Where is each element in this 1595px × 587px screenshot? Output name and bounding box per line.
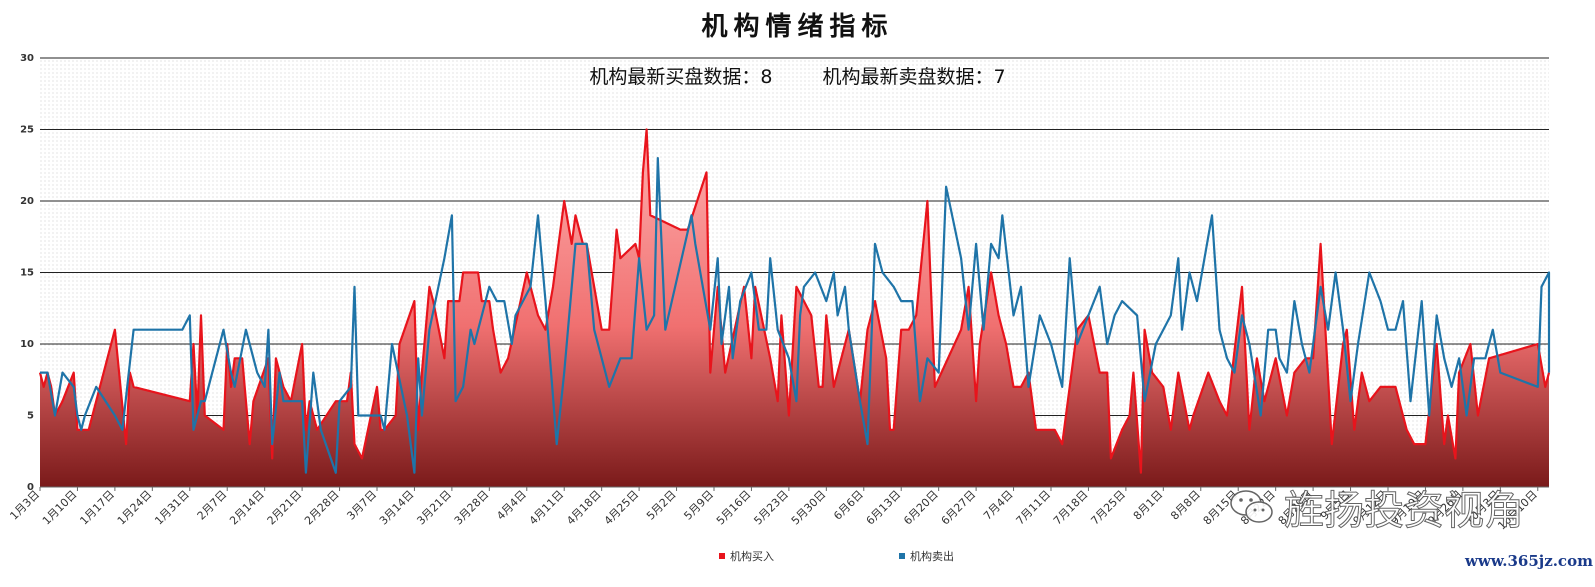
chart-title: 机构情绪指标	[701, 12, 894, 42]
y-axis-labels: 0 5 10 15 20 25 30	[20, 53, 34, 493]
x-tick-label: 6月20日	[901, 488, 941, 528]
x-tick-label: 1月3日	[7, 488, 42, 523]
x-tick-label: 5月23日	[751, 488, 791, 528]
watermark: 旌扬投资视角	[1228, 478, 1525, 536]
x-tick-label: 2月21日	[265, 488, 305, 528]
y-tick-label: 20	[20, 196, 34, 207]
x-tick-label: 8月8日	[1168, 488, 1203, 523]
legend-swatch-sell	[898, 552, 906, 560]
x-tick-label: 1月31日	[152, 488, 192, 528]
subtitle: 机构最新买盘数据：8 机构最新卖盘数据：7	[0, 62, 1595, 89]
x-tick-label: 1月17日	[77, 488, 117, 528]
x-tick-label: 8月1日	[1131, 488, 1166, 523]
y-tick-label: 15	[20, 268, 34, 279]
x-tick-label: 7月25日	[1088, 488, 1128, 528]
x-tick-label: 5月9日	[681, 488, 716, 523]
latest-sell-text: 机构最新卖盘数据：7	[822, 66, 1006, 88]
x-tick-label: 2月14日	[227, 488, 267, 528]
x-tick-label: 6月13日	[864, 488, 904, 528]
latest-buy-text: 机构最新买盘数据：8	[589, 66, 773, 88]
y-tick-label: 5	[27, 411, 34, 422]
x-tick-label: 3月21日	[414, 488, 454, 528]
x-tick-label: 4月4日	[494, 488, 529, 523]
watermark-text: 旌扬投资视角	[1284, 488, 1525, 535]
x-tick-label: 5月2日	[644, 488, 679, 523]
x-tick-label: 4月25日	[602, 488, 642, 528]
x-tick-label: 3月14日	[377, 488, 417, 528]
x-tick-label: 2月7日	[195, 488, 230, 523]
wechat-icon	[1230, 490, 1273, 523]
x-tick-label: 4月18日	[564, 488, 604, 528]
x-tick-label: 1月24日	[115, 488, 155, 528]
legend-label-buy: 机构买入	[730, 550, 774, 563]
x-tick-label: 3月28日	[452, 488, 492, 528]
x-tick-label: 5月16日	[714, 488, 754, 528]
x-tick-label: 1月10日	[40, 488, 80, 528]
x-tick-label: 6月6日	[831, 488, 866, 523]
y-tick-label: 25	[20, 125, 34, 136]
y-tick-label: 30	[20, 53, 34, 64]
buy-series-line	[38, 128, 1551, 474]
x-tick-label: 4月11日	[527, 488, 567, 528]
x-tick-label: 7月4日	[981, 488, 1016, 523]
sell-series-line	[40, 157, 1551, 474]
x-tick-label: 7月18日	[1051, 488, 1091, 528]
y-tick-label: 0	[27, 482, 34, 493]
legend-swatch-buy	[718, 552, 726, 560]
y-tick-label: 10	[20, 339, 34, 350]
site-url: www.365jz.com	[1465, 552, 1593, 570]
legend-item-sell[interactable]: 机构卖出	[898, 548, 954, 564]
legend-label-sell: 机构卖出	[910, 550, 954, 563]
x-tick-label: 5月30日	[789, 488, 829, 528]
x-tick-label: 2月28日	[302, 488, 342, 528]
legend-item-buy[interactable]: 机构买入	[718, 548, 774, 564]
x-tick-label: 7月11日	[1014, 488, 1054, 528]
x-tick-label: 3月7日	[344, 488, 379, 523]
x-tick-label: 6月27日	[939, 488, 979, 528]
